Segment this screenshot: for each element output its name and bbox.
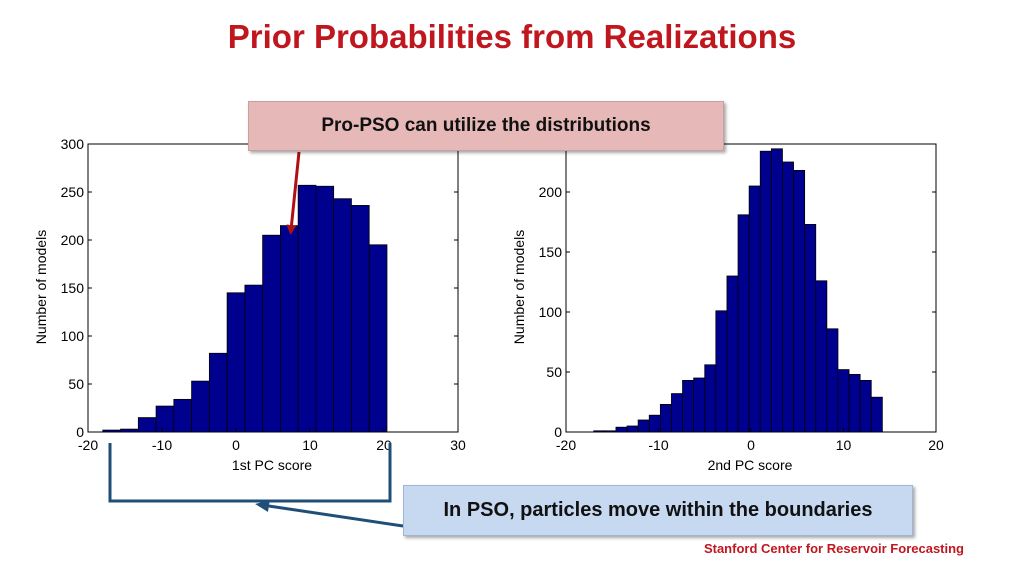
- histogram-bar: [279, 225, 299, 433]
- histogram-bar: [737, 214, 750, 433]
- y-axis-label-2: Number of models: [511, 230, 527, 344]
- histogram-bar: [826, 328, 839, 433]
- histogram-bar: [804, 223, 817, 433]
- histogram-bar: [759, 150, 772, 433]
- histogram-bar: [726, 275, 739, 433]
- histogram-bar: [368, 244, 388, 433]
- histogram-bar: [208, 352, 228, 433]
- histogram-bar: [120, 428, 139, 433]
- histogram-bar: [848, 373, 861, 433]
- histogram-bar: [226, 292, 246, 433]
- y-tick-label: 100: [539, 304, 563, 320]
- callout-pso-boundaries: In PSO, particles move within the bounda…: [403, 485, 913, 536]
- histogram-bar: [659, 403, 672, 433]
- histogram-bar: [859, 379, 872, 433]
- y-tick-label: 100: [61, 328, 85, 344]
- y-tick-label: 300: [61, 136, 85, 152]
- histogram-bar: [351, 205, 370, 433]
- y-tick-label: 0: [76, 424, 84, 440]
- y-tick-label: 50: [68, 376, 84, 392]
- histogram-bar: [297, 184, 317, 433]
- y-tick-label: 200: [61, 232, 85, 248]
- histogram-bar: [615, 426, 628, 433]
- histogram-bar: [715, 310, 728, 433]
- x-tick-label: 30: [450, 437, 466, 453]
- y-tick-label: 200: [539, 184, 563, 200]
- x-tick-label: -20: [556, 437, 576, 453]
- y-tick-label: 50: [546, 364, 562, 380]
- histogram-bar: [748, 185, 761, 433]
- y-tick-label: 0: [554, 424, 562, 440]
- histogram-bar: [637, 419, 650, 433]
- histogram-bar: [682, 379, 695, 433]
- histogram-bar: [671, 393, 683, 433]
- histogram-bar: [155, 405, 175, 433]
- histogram-bar: [333, 198, 352, 433]
- x-tick-label: 0: [232, 437, 240, 453]
- x-tick-label: 20: [928, 437, 944, 453]
- histogram-bar: [782, 161, 794, 433]
- histogram-bar: [770, 148, 783, 433]
- x-tick-label: -10: [152, 437, 172, 453]
- histogram-bar: [102, 429, 121, 433]
- x-tick-label: 0: [747, 437, 755, 453]
- x-tick-label: 10: [836, 437, 852, 453]
- boundary-bracket: [108, 443, 392, 503]
- histogram-bar: [626, 425, 639, 433]
- histogram-bar: [793, 169, 806, 433]
- y-tick-label: 150: [539, 244, 563, 260]
- histogram-bar: [837, 369, 850, 433]
- callout-pro-pso: Pro-PSO can utilize the distributions: [248, 101, 724, 151]
- histogram-bar: [244, 284, 264, 433]
- slide-title: Prior Probabilities from Realizations: [227, 18, 797, 55]
- x-tick-label: -20: [78, 437, 98, 453]
- y-axis-label-1: Number of models: [33, 230, 49, 344]
- x-axis-label-2: 2nd PC score: [708, 457, 793, 473]
- histogram-bar: [593, 430, 606, 433]
- x-tick-label: 20: [376, 437, 392, 453]
- histogram-bar: [693, 377, 706, 433]
- histogram-bar: [262, 234, 281, 433]
- x-tick-label: 10: [302, 437, 318, 453]
- histogram-bar: [870, 396, 883, 433]
- histogram-bar: [137, 417, 157, 433]
- y-tick-label: 250: [61, 184, 85, 200]
- histogram-bar: [191, 380, 210, 433]
- histogram-bar: [604, 430, 617, 433]
- y-tick-label: 150: [61, 280, 85, 296]
- blue-arrow-icon: [255, 500, 404, 528]
- histogram-bar: [815, 280, 828, 433]
- red-arrow-icon: [286, 151, 301, 235]
- x-axis-label-1: 1st PC score: [232, 457, 312, 473]
- x-tick-label: -10: [648, 437, 668, 453]
- histogram-bar: [315, 185, 335, 433]
- histogram-bar: [704, 364, 717, 433]
- histogram-bar: [173, 398, 192, 433]
- footer-org: Stanford Center for Reservoir Forecastin…: [703, 541, 964, 556]
